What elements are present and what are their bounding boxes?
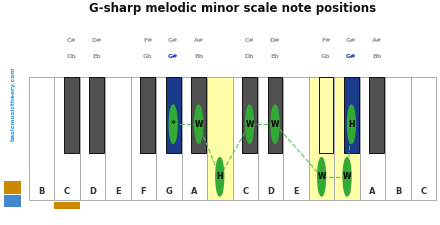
Text: *: * [171,120,176,129]
Text: F: F [319,187,324,196]
Text: H: H [348,120,355,129]
Text: A#: A# [194,38,204,43]
Bar [207,77,232,200]
Text: Db: Db [66,54,76,59]
Text: G-sharp melodic minor scale note positions: G-sharp melodic minor scale note positio… [89,2,376,15]
Text: F#: F# [321,38,331,43]
Bar [334,77,360,200]
Bar [54,202,80,209]
Bar [232,77,258,200]
Text: C: C [242,187,248,196]
Text: Bb: Bb [372,54,381,59]
Text: C: C [64,187,70,196]
Bar [283,77,309,200]
Bar [156,77,182,200]
Text: D: D [267,187,274,196]
Text: F#: F# [143,38,153,43]
Circle shape [246,105,253,143]
Text: A#: A# [372,38,382,43]
Circle shape [271,105,279,143]
Text: F: F [140,187,146,196]
Bar [309,77,360,200]
Bar [166,77,180,153]
Circle shape [169,105,177,143]
Circle shape [343,158,351,196]
Circle shape [348,105,356,143]
Bar [80,77,105,200]
Circle shape [194,105,202,143]
Bar [360,77,385,200]
Text: B: B [395,187,401,196]
Text: Db: Db [245,54,254,59]
Bar [309,77,334,200]
Bar [54,77,80,200]
Text: Gb: Gb [143,54,153,59]
Text: G: G [344,187,351,196]
Text: W: W [194,120,203,129]
Bar [29,77,54,200]
Bar [258,77,283,200]
Text: G#: G# [168,38,178,43]
Bar [131,77,156,200]
Circle shape [216,158,224,196]
Text: G: G [165,187,172,196]
Text: W: W [246,120,254,129]
Text: A: A [191,187,198,196]
Text: C#: C# [245,38,254,43]
Text: Eb: Eb [92,54,101,59]
Bar [4,181,21,194]
Text: W: W [317,172,326,181]
Text: D: D [89,187,96,196]
Text: B: B [216,187,223,196]
Text: D#: D# [92,38,102,43]
Bar [182,77,207,200]
Bar [242,77,257,153]
Bar [268,77,282,153]
Text: W: W [343,172,351,181]
Text: D#: D# [270,38,280,43]
Bar [64,77,79,153]
Text: Bb: Bb [194,54,203,59]
Bar [411,77,436,200]
Bar [140,77,155,153]
Text: G#: G# [168,54,178,59]
Text: Gb: Gb [321,54,331,59]
Bar [105,77,131,200]
Text: H: H [216,172,223,181]
Circle shape [318,158,326,196]
Text: B: B [38,187,45,196]
Bar [89,77,104,153]
Bar [191,77,206,153]
Text: E: E [293,187,299,196]
Text: G#: G# [346,54,356,59]
Text: C#: C# [66,38,76,43]
Bar [4,195,21,207]
Text: Eb: Eb [271,54,279,59]
Text: E: E [115,187,121,196]
Text: basicmusictheory.com: basicmusictheory.com [10,66,15,141]
Bar [319,77,334,153]
Bar [385,77,411,200]
Text: G#: G# [346,38,356,43]
Text: A: A [369,187,376,196]
Bar [319,77,334,200]
Bar [370,77,384,153]
Text: C: C [420,187,426,196]
Bar [207,77,232,200]
Text: W: W [271,120,279,129]
Bar [344,77,359,153]
